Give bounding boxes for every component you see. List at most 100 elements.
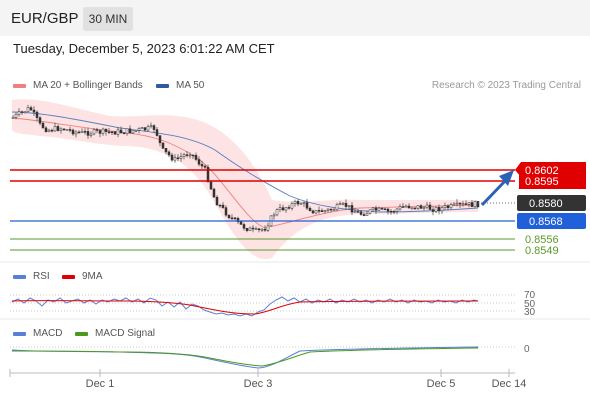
candle-body (317, 210, 321, 212)
candle-body (437, 206, 441, 212)
candle-body (74, 131, 78, 135)
candle-body (392, 211, 396, 213)
candle-body (359, 211, 363, 215)
ma50-swatch (156, 83, 169, 88)
macd-signal-label: MACD Signal (95, 328, 156, 339)
resistance-2-tag (515, 162, 586, 177)
candle-body (245, 228, 249, 231)
candle-body (116, 129, 120, 135)
candle-body (155, 129, 159, 136)
candle-body (260, 228, 264, 231)
candle-body (473, 201, 477, 207)
timestamp: Tuesday, December 5, 2023 6:01:22 AM CET (13, 41, 275, 56)
rsi-level-70: 70 (524, 290, 536, 301)
rsi-swatch (13, 274, 26, 279)
candle-body (86, 131, 90, 136)
candle-body (374, 207, 378, 211)
candle-body (206, 167, 210, 183)
candle-body (218, 204, 222, 207)
candle-body (14, 113, 18, 118)
legend-macd: MACD (13, 328, 62, 339)
support-1-value: 0.8556 (525, 234, 559, 246)
candle-body (188, 154, 192, 157)
candle-body (119, 129, 123, 134)
rsi-line (11, 296, 479, 317)
candle-body (320, 210, 324, 213)
resistance-1-tag (519, 175, 586, 189)
candle-body (200, 164, 204, 167)
forecast-arrow (480, 178, 508, 207)
candle-body (323, 210, 327, 213)
candle-body (203, 165, 207, 168)
candle-body (476, 201, 480, 208)
candle-body (401, 206, 405, 208)
pivot-tag (517, 213, 586, 229)
candle-body (275, 209, 279, 216)
bollinger-band (12, 99, 478, 260)
macd-level-0: 0 (524, 344, 530, 355)
timeframe-button[interactable]: 30 MIN (83, 7, 133, 31)
candle-body (32, 109, 36, 113)
candle-body (23, 111, 27, 113)
candle-body (227, 214, 231, 219)
candle-body (212, 188, 216, 198)
legend-ma20: MA 20 + Bollinger Bands (13, 80, 143, 91)
resistance-1-value: 0.8595 (525, 176, 559, 188)
candle-body (344, 202, 348, 207)
candle-body (215, 196, 219, 206)
candle-body (449, 204, 453, 209)
candle-body (71, 129, 75, 135)
candle-body (110, 131, 114, 133)
candle-body (338, 203, 342, 205)
candle-body (428, 204, 432, 210)
candle-body (407, 205, 411, 209)
candle-body (422, 207, 426, 209)
candle-body (224, 207, 228, 216)
candle-body (242, 224, 246, 229)
candle-body (311, 210, 315, 214)
candle-body (152, 125, 156, 130)
legend-ma50: MA 50 (156, 80, 204, 91)
chart-header: EUR/GBP 30 MIN (0, 0, 590, 36)
candle-body (20, 111, 24, 113)
candle-body (281, 207, 285, 211)
candle-body (134, 130, 138, 132)
candle-body (197, 159, 201, 165)
ma9-swatch (62, 274, 75, 279)
candle-body (266, 225, 270, 231)
candle-body (107, 131, 111, 133)
x-tick-label-dec5: Dec 5 (427, 378, 456, 390)
candle-body (47, 129, 51, 132)
candle-body (26, 107, 30, 112)
candle-body (419, 205, 423, 209)
ma20-swatch (13, 83, 26, 88)
candle-body (440, 207, 444, 212)
candle-body (386, 208, 390, 212)
candle-body (329, 208, 333, 211)
candle-body (17, 111, 21, 115)
candle-body (191, 154, 195, 157)
rsi-label: RSI (33, 271, 50, 282)
resistance-2-value: 0.8602 (525, 165, 559, 177)
candle-body (350, 205, 354, 213)
candle-body (413, 207, 417, 210)
candle-body (233, 217, 237, 220)
candle-body (380, 207, 384, 210)
candle-body (272, 214, 276, 217)
candle-body (368, 209, 372, 214)
candle-body (398, 206, 402, 210)
support-2-value: 0.8549 (525, 245, 559, 257)
macd-line (11, 346, 479, 369)
candle-body (464, 203, 468, 205)
candle-body (467, 202, 471, 205)
candle-body (404, 205, 408, 208)
candle-body (137, 128, 141, 131)
candle-body (443, 205, 447, 208)
candle-body (182, 154, 186, 157)
candle-body (377, 207, 381, 211)
rsi-9ma-line (11, 300, 479, 315)
candle-body (11, 117, 15, 119)
pivot-value: 0.8568 (529, 216, 563, 228)
candle-body (251, 227, 255, 230)
